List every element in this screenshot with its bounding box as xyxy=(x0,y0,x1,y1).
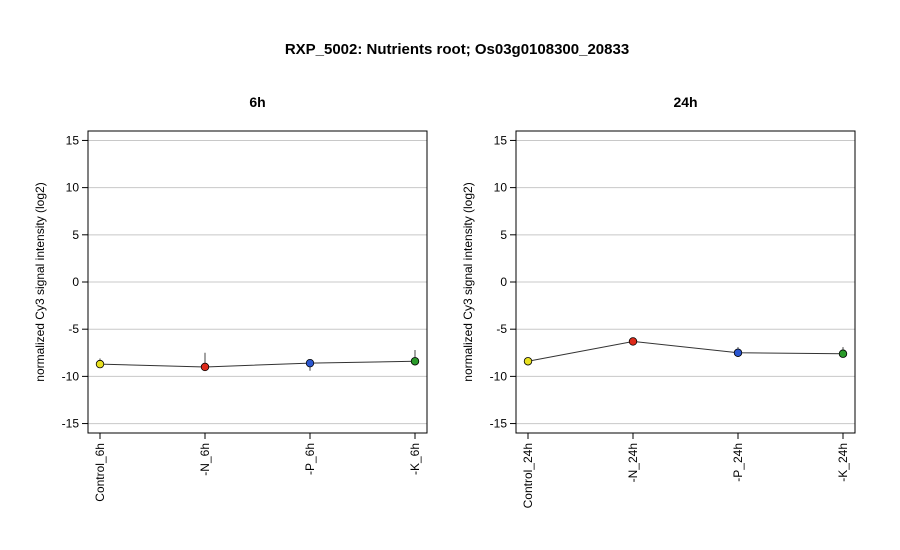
series-line xyxy=(527,340,844,362)
y-tick-label: -10 xyxy=(490,369,508,383)
y-tick-label: 5 xyxy=(500,228,507,242)
panel-6h: 6h 15 10 5 0 -5 -10 -15 normalized Cy3 signal in… xyxy=(33,94,428,502)
y-tick-label: 10 xyxy=(494,181,508,195)
x-tick-label: Control_24h xyxy=(521,443,535,508)
y-tick-label: 15 xyxy=(494,133,508,147)
data-point xyxy=(410,357,420,366)
data-point xyxy=(733,348,743,357)
x-tick-label: -K_24h xyxy=(836,443,850,482)
panel-24h: 24h 15 10 5 0 -5 -10 -15 normalized Cy3 signal i… xyxy=(461,94,856,508)
chart-title: RXP_5002: Nutrients root; Os03g0108300_2… xyxy=(285,41,629,58)
panel-title: 24h xyxy=(673,94,697,110)
series-line xyxy=(99,360,416,368)
data-point xyxy=(838,349,848,358)
data-point xyxy=(628,337,638,346)
data-point xyxy=(95,359,105,369)
y-tick-label: -10 xyxy=(62,369,80,383)
y-tick-label: 15 xyxy=(66,133,80,147)
data-point xyxy=(200,362,210,372)
y-tick-label: 0 xyxy=(72,275,79,289)
y-tick-label: -15 xyxy=(490,417,508,431)
x-tick-label: -K_6h xyxy=(408,443,422,475)
panel-title: 6h xyxy=(249,94,265,110)
y-tick-label: 5 xyxy=(72,228,79,242)
y-axis-label: normalized Cy3 signal intensity (log2) xyxy=(33,182,47,381)
x-tick-label: Control_6h xyxy=(93,443,107,502)
y-tick-label: 10 xyxy=(66,181,80,195)
x-tick-label: -N_24h xyxy=(626,443,640,482)
y-tick-label: -5 xyxy=(68,322,79,336)
data-point xyxy=(305,358,315,368)
y-tick-label: -5 xyxy=(496,322,507,336)
x-tick-label: -N_6h xyxy=(198,443,212,476)
y-axis-label: normalized Cy3 signal intensity (log2) xyxy=(461,182,475,381)
x-tick-label: -P_24h xyxy=(731,443,745,482)
y-tick-label: -15 xyxy=(62,417,80,431)
y-tick-label: 0 xyxy=(500,275,507,289)
data-point xyxy=(523,357,533,366)
x-tick-label: -P_6h xyxy=(303,443,317,475)
